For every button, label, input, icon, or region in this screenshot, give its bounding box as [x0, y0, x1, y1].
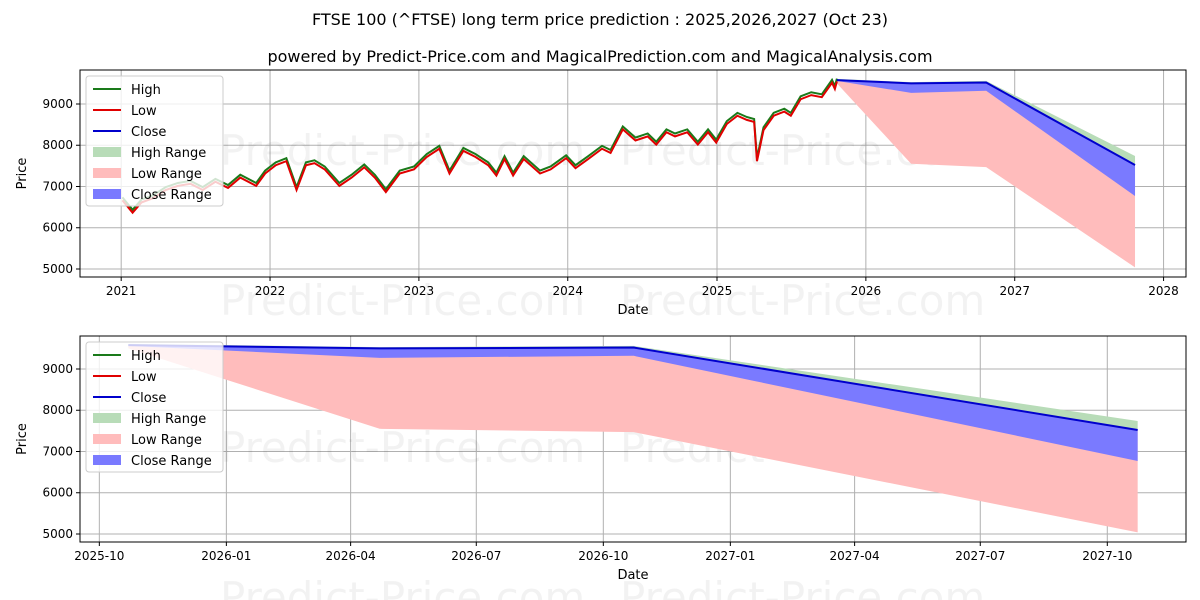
- chart-title: FTSE 100 (^FTSE) long term price predict…: [311, 10, 889, 29]
- watermark: Predict-Price.com: [620, 276, 985, 325]
- x-tick-label: 2027-01: [705, 549, 755, 563]
- watermark: Predict-Price.com: [220, 573, 585, 600]
- y-tick-label: 5000: [42, 527, 73, 541]
- x-tick-label: 2026-07: [451, 549, 501, 563]
- legend-swatch: [93, 189, 121, 199]
- x-tick-label: 2027-10: [1082, 549, 1132, 563]
- x-tick-label: 2025-10: [74, 549, 124, 563]
- x-tick-label: 2023: [404, 284, 435, 298]
- legend: High Low Close High Range Low Range Close Ran…: [85, 75, 224, 207]
- x-tick-label: 2024: [552, 284, 583, 298]
- close-range-band: [128, 345, 1138, 461]
- legend-label: Low Range: [131, 167, 202, 182]
- x-tick-label: 2022: [255, 284, 286, 298]
- legend-label: Close Range: [131, 188, 212, 203]
- legend-swatch: [93, 434, 121, 444]
- x-tick-label: 2028: [1148, 284, 1179, 298]
- y-tick-label: 9000: [42, 97, 73, 111]
- plot-area: [121, 77, 1136, 268]
- legend-label: Low: [131, 104, 157, 119]
- y-tick-label: 9000: [42, 362, 73, 376]
- low-line: [121, 80, 838, 215]
- legend-label: Close Range: [131, 454, 212, 469]
- x-tick-label: 2027: [999, 284, 1030, 298]
- close-line: [128, 344, 1138, 432]
- watermark: Predict-Price.com: [220, 423, 585, 472]
- plot-area: [128, 343, 1138, 533]
- legend-label: High: [131, 83, 161, 98]
- legend-label: High Range: [131, 412, 206, 427]
- legend-label: High Range: [131, 146, 206, 161]
- x-tick-label: 2026-01: [201, 549, 251, 563]
- y-tick-label: 6000: [42, 486, 73, 500]
- legend-swatch: [93, 147, 121, 157]
- plot-panel: 5000 6000 7000 8000 9000 2025-10 2026-01 2026-0…: [15, 335, 1187, 600]
- x-tick-label: 2026-04: [326, 549, 376, 563]
- legend-swatch: [93, 168, 121, 178]
- x-tick-label: 2027-07: [955, 549, 1005, 563]
- y-tick-label: 6000: [42, 221, 73, 235]
- x-axis-label: Date: [617, 303, 648, 318]
- y-tick-label: 5000: [42, 262, 73, 276]
- legend-label: Close: [131, 125, 166, 140]
- legend: High Low Close High Range Low Range Close Ran…: [85, 341, 224, 473]
- legend-label: Low: [131, 370, 157, 385]
- x-tick-label: 2026-10: [578, 549, 628, 563]
- x-tick-label: 2025: [702, 284, 733, 298]
- watermark: Predict-Price.com: [220, 276, 585, 325]
- y-tick-label: 7000: [42, 444, 73, 458]
- watermark: Predict-Price.com: [220, 126, 585, 175]
- high-line: [121, 77, 838, 212]
- chart-subtitle: powered by Predict-Price.com and Magical…: [267, 47, 933, 66]
- y-axis-label: Price: [15, 423, 30, 455]
- axes-frame: [79, 335, 1187, 543]
- axes-frame: [79, 69, 1187, 278]
- legend-swatch: [93, 455, 121, 465]
- y-tick-label: 7000: [42, 179, 73, 193]
- legend-label: High: [131, 349, 161, 364]
- close-line: [836, 79, 1136, 166]
- x-tick-label: 2021: [106, 284, 137, 298]
- x-tick-label: 2026: [851, 284, 882, 298]
- watermark: Predict-Price.com: [620, 573, 985, 600]
- x-tick-label: 2027-04: [830, 549, 880, 563]
- close-range-band: [836, 80, 1136, 196]
- y-tick-label: 8000: [42, 403, 73, 417]
- legend-label: Low Range: [131, 433, 202, 448]
- x-axis-label: Date: [617, 568, 648, 583]
- legend-label: Close: [131, 391, 166, 406]
- y-tick-label: 8000: [42, 138, 73, 152]
- plot-panel: 5000 6000 7000 8000 9000 2021 2022 2023 2024 2025…: [15, 69, 1187, 325]
- legend-swatch: [93, 413, 121, 423]
- y-axis-label: Price: [15, 158, 30, 190]
